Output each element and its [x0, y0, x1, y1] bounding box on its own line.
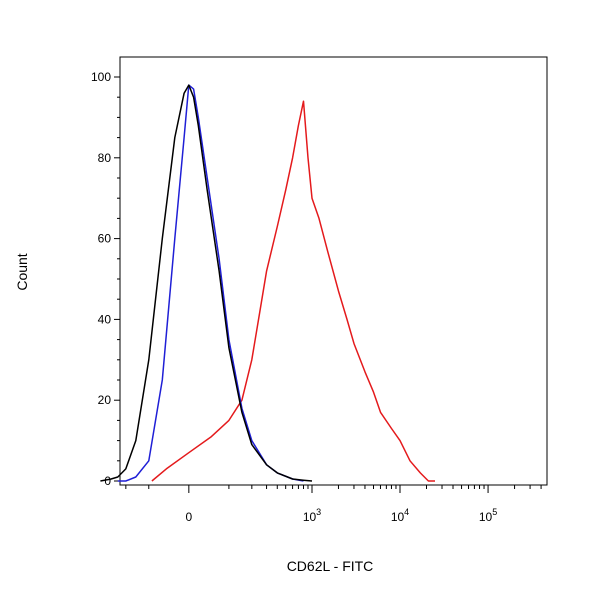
y-tick-label: 0 [104, 474, 111, 488]
y-tick-label: 80 [98, 151, 112, 165]
x-tick-label: 104 [391, 507, 409, 524]
x-tick-label: 105 [479, 507, 497, 524]
x-tick-exponent: 4 [404, 507, 409, 517]
x-axis: 0 103 104 105 [125, 485, 542, 524]
x-tick-label: 0 [185, 510, 192, 524]
x-tick-exponent: 5 [492, 507, 497, 517]
y-tick-label: 60 [98, 232, 112, 246]
series-line-1 [151, 100, 435, 482]
x-tick-label: 103 [303, 507, 321, 524]
x-axis-title: CD62L - FITC [287, 558, 374, 574]
y-tick-label: 20 [98, 393, 112, 407]
y-tick-label: 100 [91, 70, 111, 84]
x-tick-exponent: 3 [316, 507, 321, 517]
y-axis: 0 20 40 60 80 100 [91, 70, 120, 488]
series-line-2 [117, 84, 304, 482]
series-lines [100, 84, 435, 482]
series-line-3 [100, 84, 313, 482]
y-axis-title: Count [14, 253, 30, 290]
plot-frame [119, 56, 548, 486]
y-tick-label: 40 [98, 312, 112, 326]
